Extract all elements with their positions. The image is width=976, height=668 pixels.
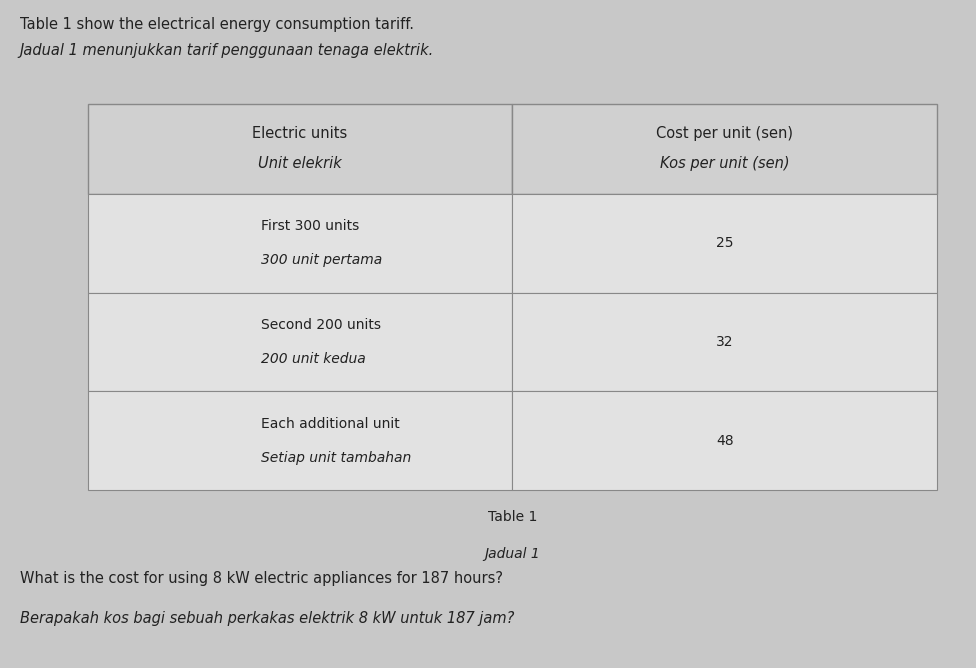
Text: Table 1 show the electrical energy consumption tariff.: Table 1 show the electrical energy consu… <box>20 17 414 31</box>
Text: 25: 25 <box>716 236 733 250</box>
Text: Each additional unit: Each additional unit <box>262 418 400 431</box>
Bar <box>512 293 937 391</box>
Bar <box>512 391 937 490</box>
Bar <box>88 293 512 391</box>
Text: Table 1: Table 1 <box>488 510 537 524</box>
Bar <box>88 194 512 293</box>
Text: Electric units: Electric units <box>253 126 347 142</box>
Text: Berapakah kos bagi sebuah perkakas elektrik 8 kW untuk 187 jam?: Berapakah kos bagi sebuah perkakas elekt… <box>20 611 514 626</box>
Text: Jadual 1: Jadual 1 <box>484 547 541 561</box>
Bar <box>512 194 937 293</box>
Text: Jadual 1 menunjukkan tarif penggunaan tenaga elektrik.: Jadual 1 menunjukkan tarif penggunaan te… <box>20 43 433 58</box>
Text: First 300 units: First 300 units <box>262 220 359 233</box>
Text: Setiap unit tambahan: Setiap unit tambahan <box>262 451 411 464</box>
Bar <box>88 391 512 490</box>
Text: 32: 32 <box>716 335 733 349</box>
Text: Kos per unit (sen): Kos per unit (sen) <box>660 156 790 171</box>
Text: Unit elekrik: Unit elekrik <box>259 156 342 171</box>
Bar <box>88 104 512 194</box>
Text: 48: 48 <box>715 434 734 448</box>
Text: What is the cost for using 8 kW electric appliances for 187 hours?: What is the cost for using 8 kW electric… <box>20 571 503 586</box>
Bar <box>512 104 937 194</box>
Text: 300 unit pertama: 300 unit pertama <box>262 253 383 267</box>
Text: 200 unit kedua: 200 unit kedua <box>262 352 366 365</box>
Text: Second 200 units: Second 200 units <box>262 319 381 332</box>
Text: Cost per unit (sen): Cost per unit (sen) <box>656 126 793 142</box>
